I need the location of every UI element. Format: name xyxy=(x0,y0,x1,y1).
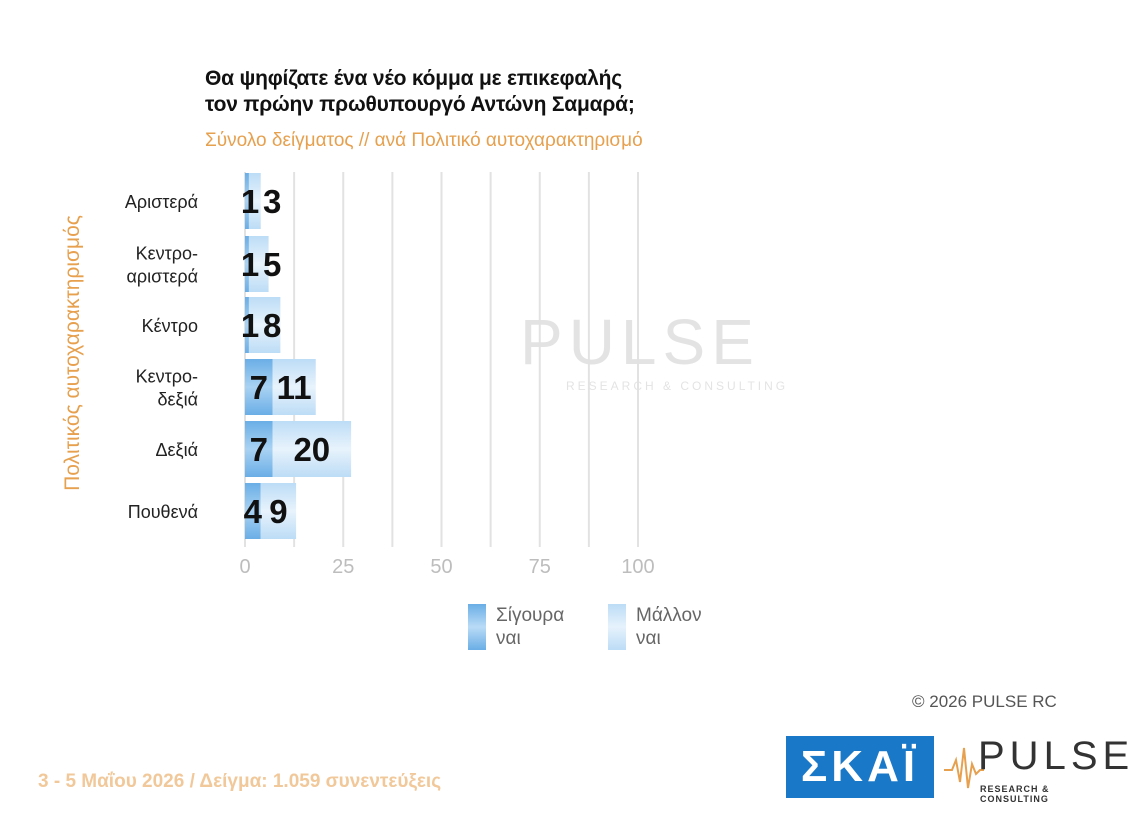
category-label: Κεντρο- xyxy=(136,244,198,264)
value-label-probably-yes: 3 xyxy=(263,183,281,220)
watermark-word: PULSE xyxy=(520,306,760,378)
legend-label-line: Σίγουρα xyxy=(496,605,565,626)
x-tick-label: 75 xyxy=(529,556,551,578)
x-axis-ticks: 0 25 50 75 100 xyxy=(239,556,654,578)
value-label-definitely-yes: 1 xyxy=(241,183,259,220)
bars xyxy=(245,173,352,539)
category-label: Κεντρο- xyxy=(136,367,198,387)
bar-definitely-yes xyxy=(245,483,261,539)
bar-probably-yes xyxy=(272,359,316,415)
legend-swatch-definitely-yes xyxy=(468,604,486,650)
value-label-definitely-yes: 1 xyxy=(241,307,259,344)
value-labels: 1 31 51 87 117 204 9 xyxy=(241,183,330,530)
value-label-definitely-yes: 7 xyxy=(250,431,268,468)
legend-label-line: ναι xyxy=(636,628,661,649)
pulse-logo-word: PULSE xyxy=(978,734,1130,778)
value-label-definitely-yes: 7 xyxy=(250,369,268,406)
bar-probably-yes xyxy=(248,173,261,229)
chart-title-line-1: Θα ψηφίζατε ένα νέο κόμμα με επικεφαλής xyxy=(205,67,622,90)
category-labels: Αριστερά Κεντρο-αριστερά Κέντρο Κεντρο-δεξι… xyxy=(125,192,198,522)
category-label: αριστερά xyxy=(126,267,198,287)
legend: Σίγουρα ναι Μάλλον ναι xyxy=(468,604,736,650)
value-label-probably-yes: 9 xyxy=(269,493,287,530)
bar-chart: 1 31 51 87 117 204 9 ΑριστεράΚεντρο-αριστεράΚέ… xyxy=(125,172,655,578)
legend-label-probably-yes: Μάλλον ναι xyxy=(636,604,736,650)
category-label: Πουθενά xyxy=(128,502,198,522)
bar-definitely-yes xyxy=(245,173,249,229)
bar-probably-yes xyxy=(248,236,269,292)
pulse-logo: PULSE RESEARCH & CONSULTING xyxy=(944,734,1129,804)
chart-subtitle: Σύνολο δείγματος // ανά Πολιτικό αυτοχαρ… xyxy=(205,130,643,151)
pulse-logo-subtext: RESEARCH & CONSULTING xyxy=(980,784,1050,804)
fieldwork-info: 3 - 5 Μαΐου 2026 / Δείγμα: 1.059 συνεντε… xyxy=(38,771,442,792)
bar-probably-yes xyxy=(272,421,352,477)
legend-label-line: ναι xyxy=(496,628,521,649)
pulse-watermark: PULSE RESEARCH & CONSULTING xyxy=(520,305,788,393)
legend-label-line: Μάλλον xyxy=(636,605,702,626)
x-tick-label: 50 xyxy=(430,556,452,578)
category-label: Αριστερά xyxy=(125,192,198,212)
x-tick-label: 0 xyxy=(239,556,250,578)
x-tick-label: 100 xyxy=(621,556,654,578)
bar-definitely-yes xyxy=(245,421,273,477)
legend-item-probably-yes: Μάλλον ναι xyxy=(608,604,736,650)
value-label-probably-yes: 8 xyxy=(263,307,281,344)
watermark-subtext: RESEARCH & CONSULTING xyxy=(566,379,789,393)
copyright-text: © 2026 PULSE RC xyxy=(912,692,1057,711)
category-label: Δεξιά xyxy=(155,440,198,460)
value-label-definitely-yes: 1 xyxy=(241,246,259,283)
bar-probably-yes xyxy=(260,483,297,539)
x-tick-label: 25 xyxy=(332,556,354,578)
pulse-heartbeat-icon xyxy=(944,747,984,789)
bar-definitely-yes xyxy=(245,359,273,415)
chart-title: Θα ψηφίζατε ένα νέο κόμμα με επικεφαλής … xyxy=(205,66,635,118)
skai-logo: ΣΚΑΪ xyxy=(786,736,934,798)
bar-definitely-yes xyxy=(245,297,249,353)
legend-item-definitely-yes: Σίγουρα ναι xyxy=(468,604,596,650)
legend-label-definitely-yes: Σίγουρα ναι xyxy=(496,604,596,650)
category-label: Κέντρο xyxy=(142,316,198,336)
legend-swatch-probably-yes xyxy=(608,604,626,650)
value-label-probably-yes: 20 xyxy=(293,431,330,468)
value-label-probably-yes: 11 xyxy=(277,369,312,406)
bar-probably-yes xyxy=(248,297,281,353)
category-label: δεξιά xyxy=(157,390,198,410)
value-label-definitely-yes: 4 xyxy=(244,493,263,530)
bar-definitely-yes xyxy=(245,236,249,292)
y-axis-label: Πολιτικός αυτοχαρακτηρισμός xyxy=(61,215,84,491)
value-label-probably-yes: 5 xyxy=(263,246,281,283)
chart-title-line-2: τον πρώην πρωθυπουργό Αντώνη Σαμαρά; xyxy=(205,93,635,116)
